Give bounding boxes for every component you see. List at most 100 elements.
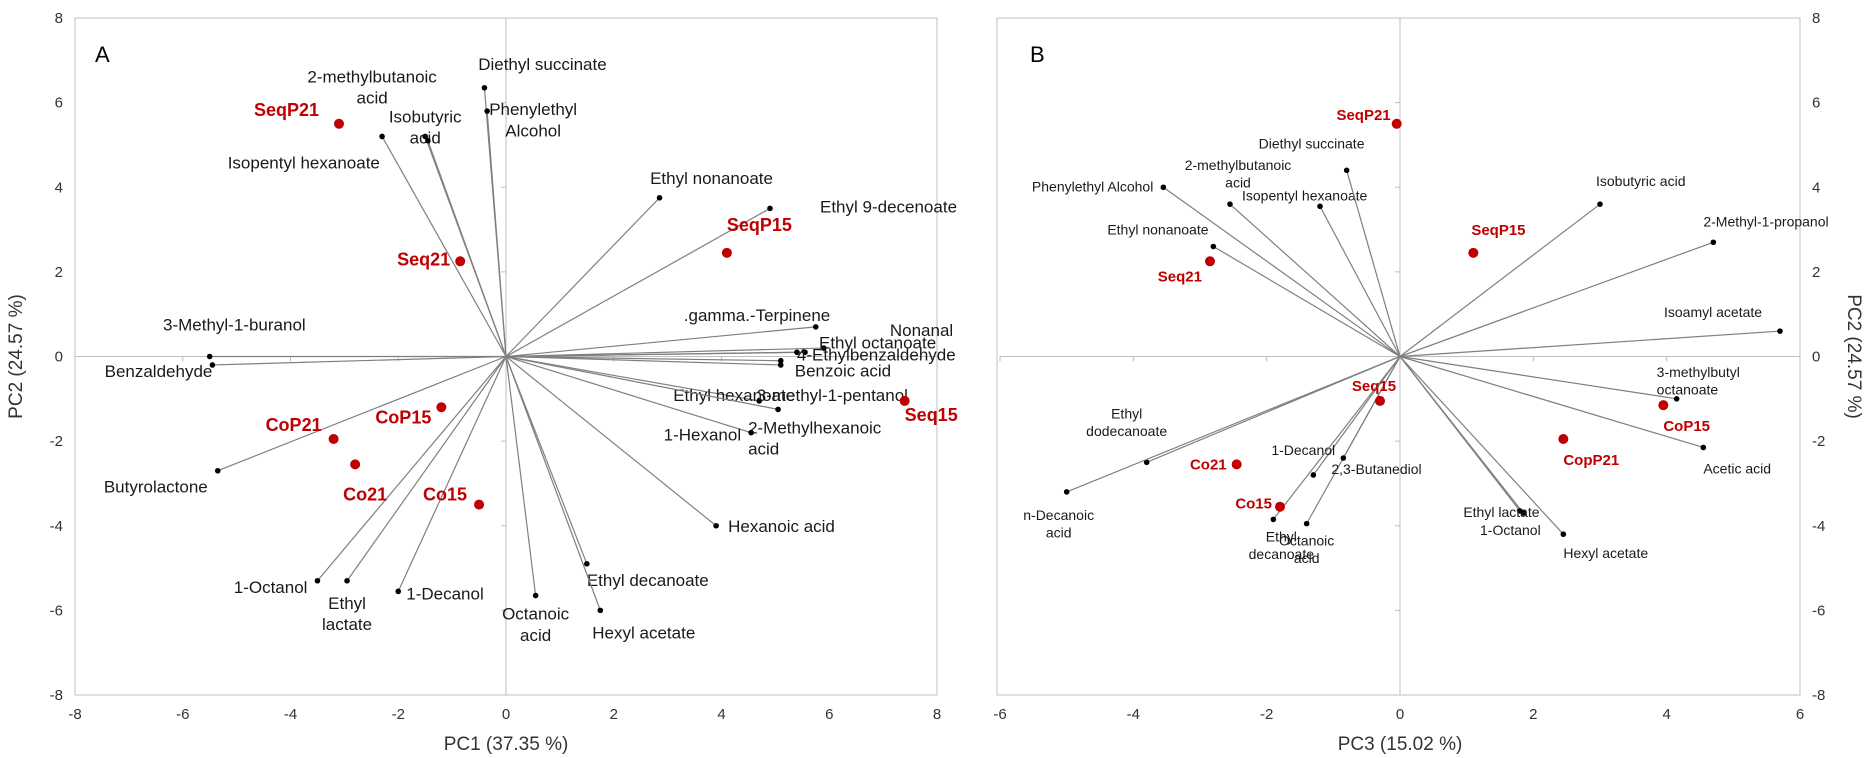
loading-label-benzoic-acid: Benzoic acid — [795, 362, 891, 381]
x-tick-label: 6 — [1796, 706, 1804, 723]
x-tick-label: 0 — [502, 706, 510, 723]
biplot-panel-b: -6 -4 -2 0 2 4 6 -8 -6 -4 -2 0 2 4 6 8 PC3 (15.02 %) PC2 … — [993, 10, 1864, 755]
loading-point-1-hexanol — [748, 429, 754, 436]
loading-label-octanoic-acid: Octanoic acid — [502, 605, 570, 645]
y-tick-label: -6 — [1812, 602, 1825, 619]
loading-label-ethyl-nonanoate: Ethyl nonanoate — [1107, 221, 1208, 237]
sample-point-seqp21 — [333, 118, 344, 129]
loading-vector-acetic-acid — [1399, 355, 1704, 449]
loading-label-isobutyric-acid: Isobutyric acid — [389, 107, 462, 147]
loading-point-1-decanol — [1310, 472, 1317, 478]
loading-vector-phenylethyl-alcohol — [486, 111, 507, 357]
loading-vector-phenylethyl-alcohol — [1162, 186, 1401, 357]
x-tick-label: 4 — [717, 706, 725, 723]
sample-point-seq15 — [1375, 395, 1385, 406]
sample-label-co15: Co15 — [423, 485, 467, 505]
y-tick-label: 2 — [1812, 264, 1820, 281]
loading-label-ethyl-octanoate: Ethyl octanoate — [819, 333, 936, 352]
loading-vector-ethyl-hexanoate — [505, 355, 760, 402]
loading-vector-2-methylbutanoic-acid — [1229, 203, 1401, 357]
loading-label-ethyl-nonanoate: Ethyl nonanoate — [650, 169, 773, 188]
sample-label-cop21: CoP21 — [266, 415, 322, 435]
loading-label-phenylethyl-alcohol: Phenylethyl Alcohol — [1032, 178, 1153, 194]
loading-point-1-octanol — [314, 577, 321, 584]
loading-vector-2-methyl-1-propanol — [1399, 241, 1714, 358]
y-tick-label: -6 — [50, 602, 63, 619]
loading-vector-4-ethylbenzaldehyde — [505, 351, 797, 358]
loading-vector-ethyl-nonanoate — [505, 197, 660, 357]
loading-point-isopentyl-hexanoate — [425, 137, 431, 144]
loading-label-ethyl-decanoate: Ethyl decanoate — [1249, 528, 1315, 562]
loading-label-3-methyl-1-pentanol: 3-methyl-1-pentanol — [757, 386, 908, 405]
loading-point-ethyl-nonanoate — [656, 195, 663, 201]
y-tick-label: 6 — [1812, 95, 1820, 112]
y-tick-label: 6 — [55, 95, 63, 112]
loading-label-isopentyl-hexanoate: Isopentyl hexanoate — [228, 154, 380, 173]
sample-point-cop15 — [436, 402, 447, 413]
sample-point-cop15 — [1658, 400, 1669, 411]
loading-label-1-decanol: 1-Decanol — [406, 584, 484, 603]
loading-point-octanoic-acid — [1303, 520, 1310, 527]
sample-label-cop15: CoP15 — [375, 407, 431, 427]
biplot-panel-a: -8 -6 -4 -2 0 2 4 6 8 -8 -6 -4 -2 0 2 4 6 8 PC1 (37.35 %) P… — [6, 10, 958, 755]
loading-label-isoamyl-acetate: Isoamyl acetate — [1664, 304, 1762, 320]
loading-vector-2-methylhexanoic-acid — [505, 355, 779, 410]
loading-point-gamma-terpinene — [812, 324, 819, 330]
loading-point-acetic-acid — [1700, 444, 1707, 451]
loading-point-1-decanol — [395, 588, 402, 595]
loading-label-1-octanol: 1-Octanol — [234, 578, 308, 597]
loading-vector-3-methyl-1-pentanol — [505, 355, 781, 366]
loading-point-ethyl-hexanoate — [756, 398, 763, 404]
loading-label-benzaldehyde: Benzaldehyde — [105, 362, 213, 381]
y-tick-label: -4 — [50, 518, 63, 535]
loading-point-hexyl-acetate — [1560, 531, 1567, 538]
loading-point-isobutyric-acid — [422, 133, 428, 140]
loading-vector-ethyl-decanoate — [1272, 356, 1401, 520]
loading-label-ethyl-dodecanoate: Ethyl dodecanoate — [1086, 405, 1167, 439]
sample-label-seqp15: SeqP15 — [727, 215, 792, 235]
y-tick-label: 0 — [1812, 349, 1820, 366]
loading-vector-hexanoic-acid — [505, 356, 717, 527]
sample-point-co21 — [350, 459, 361, 470]
loading-label-2-methylbutanoic-acid: 2-methylbutanoic acid — [307, 67, 437, 107]
sample-label-seq15: Seq15 — [905, 405, 958, 425]
loading-point-n-decanoic-acid — [1063, 489, 1070, 495]
x-tick-label: -4 — [284, 706, 297, 723]
loading-point-3-methyl-1-buranol — [206, 353, 213, 360]
loading-point-ethyl-nonanoate — [1210, 243, 1217, 250]
loading-vector-diethyl-succinate — [1346, 170, 1401, 357]
y-axis-title: PC2 (24.57 %) — [1843, 294, 1864, 419]
y-tick-label: 8 — [1812, 10, 1820, 27]
loading-label-isopentyl-hexanoate: Isopentyl hexanoate — [1242, 187, 1368, 203]
loading-point-isopentyl-hexanoate — [1317, 203, 1323, 210]
loading-label-2-3-butanediol: 2,3-Butanediol — [1331, 461, 1421, 477]
loading-point-2-methylbutanoic-acid — [1227, 201, 1233, 207]
sample-point-seqp15 — [721, 247, 732, 258]
sample-label-seqp21: SeqP21 — [1336, 107, 1390, 124]
y-tick-label: 4 — [1812, 179, 1820, 196]
x-tick-label: -8 — [68, 706, 81, 723]
sample-label-seq21: Seq21 — [397, 249, 450, 269]
loading-label-2-methylbutanoic-acid: 2-methylbutanoic acid — [1185, 157, 1292, 191]
sample-label-co21: Co21 — [343, 484, 387, 504]
sample-label-cop15: CoP15 — [1663, 418, 1710, 435]
loading-label-acetic-acid: Acetic acid — [1703, 460, 1771, 476]
y-axis-title: PC2 (24.57 %) — [6, 294, 27, 419]
loading-point-ethyl-dodecanoate — [1143, 459, 1150, 466]
y-tick-label: -8 — [1812, 687, 1825, 704]
loading-point-3-methyl-1-pentanol — [777, 362, 784, 368]
sample-label-seq21: Seq21 — [1158, 268, 1202, 285]
loading-vector-1-decanol — [397, 356, 507, 592]
sample-point-co15 — [474, 499, 485, 510]
sample-label-seqp15: SeqP15 — [1471, 222, 1525, 239]
loading-label-octanoic-acid: Octanoic acid — [1279, 533, 1334, 567]
loading-label-3-methyl-1-buranol: 3-Methyl-1-buranol — [163, 316, 306, 335]
loading-point-1-octanol — [1517, 508, 1523, 514]
x-tick-label: 0 — [1396, 706, 1404, 723]
loading-point-diethyl-succinate — [1343, 167, 1350, 174]
loading-vector-gamma-terpinene — [505, 326, 816, 358]
loading-vector-benzoic-acid — [505, 355, 781, 362]
loading-point-nonanal — [821, 345, 827, 351]
